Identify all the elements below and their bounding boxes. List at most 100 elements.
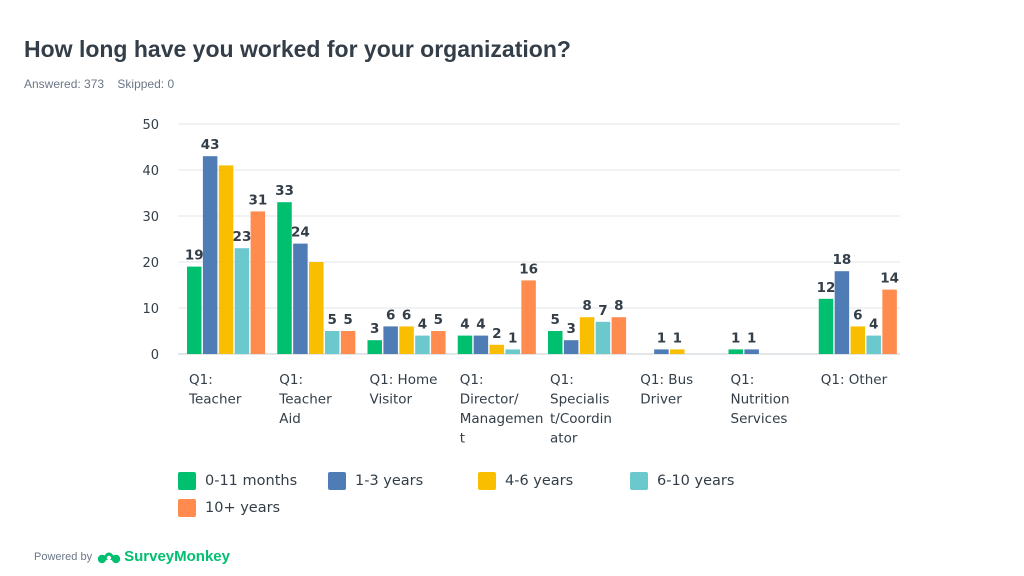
data-label: 5 [434,312,443,328]
y-tick-label: 30 [142,210,159,225]
data-label: 1 [673,330,682,346]
data-label: 12 [817,280,836,296]
bar-0-11-months: 0-11 months: 1 [728,349,743,354]
x-tick-label: Q1: Home Visitor [370,372,438,408]
x-tick-label: Q1: Teacher [188,372,242,408]
answered-count: Answered: 373 [24,77,105,91]
data-label: 5 [327,312,336,328]
data-label: 6 [853,307,862,323]
legend-item: 6-10 years [630,472,734,490]
data-label: 5 [551,312,560,328]
legend-item: 1-3 years [328,472,423,490]
legend-swatch [178,499,196,517]
bar-10-years: 10+ years: 5 [340,331,356,354]
data-label: 1 [731,330,740,346]
x-tick-label: Q1: Nutrition Services [731,372,790,427]
page-title: How long have you worked for your organi… [24,36,571,62]
footer: Powered by SurveyMonkey [34,548,230,565]
data-label: 4 [418,317,427,333]
bar-6-10-years: 6-10 years: 4 [415,335,430,354]
bar-10-years: 10+ years: 14 [882,289,897,354]
data-label: 6 [386,307,395,323]
data-label: 24 [291,225,310,241]
bar-4-6-years: 4-6 years: 2 [489,344,505,354]
bar-1-3-years: 1-3 years: 18 [834,271,850,354]
surveymonkey-brand-text: SurveyMonkey [124,548,230,565]
data-label: 18 [833,252,852,268]
legend-swatch [178,472,196,490]
y-tick-label: 50 [142,118,159,133]
legend-swatch [630,472,648,490]
bar-1-3-years: 1-3 years: 1 [654,349,669,354]
bar-6-10-years: 6-10 years: 4 [866,335,881,354]
data-label: 7 [598,303,607,319]
bar-0-11-months: 0-11 months: 3 [367,340,382,354]
data-label: 1 [747,330,756,346]
surveymonkey-logo-icon [97,552,121,563]
bar-6-10-years: 6-10 years: 5 [324,331,340,354]
bar-1-3-years: 1-3 years: 4 [473,335,489,354]
legend-label: 0-11 months [205,473,298,489]
powered-by-text: Powered by [34,550,93,563]
x-tick-label: Q1: Bus Driver [640,372,693,408]
data-label: 8 [614,298,623,314]
x-tick-label: Q1: Director/Managemen t [460,372,544,447]
bar-1-3-years: 1-3 years: 43 [202,156,218,354]
bar-0-11-months: 0-11 months: 12 [818,298,834,354]
bar-10-years: 10+ years: 8 [611,317,627,354]
data-label: 31 [248,192,267,208]
bar-1-3-years: 1-3 years: 3 [563,340,579,354]
data-label: 14 [880,271,899,287]
legend-swatch [478,472,496,490]
bar-4-6-years: 4-6 years: 6 [399,326,414,354]
bar-6-10-years: 6-10 years: 7 [595,321,611,354]
data-label: 5 [343,312,352,328]
legend-swatch [328,472,346,490]
x-tick-label: Q1: Other [821,372,888,388]
bar-4-6-years: 4-6 years: 41 [218,165,234,354]
surveymonkey-link[interactable]: SurveyMonkey [97,548,230,565]
data-label: 33 [275,183,294,199]
bar-4-6-years: 4-6 years: 8 [579,317,595,354]
data-label: 8 [582,298,591,314]
bar-0-11-months: 0-11 months: 5 [548,331,563,354]
y-tick-label: 0 [151,348,159,363]
bar-4-6-years: 4-6 years: 20 [309,262,324,354]
x-tick-label: Q1: Teacher Aid [278,372,332,427]
bar-0-11-months: 0-11 months: 4 [457,335,473,354]
data-label: 3 [370,321,379,337]
legend-label: 6-10 years [657,473,735,489]
y-tick-label: 20 [142,256,159,271]
data-label: 2 [492,326,501,342]
data-label: 4 [476,317,485,333]
data-label: 6 [402,307,411,323]
legend-item: 4-6 years [478,472,573,490]
data-label: 4 [460,317,469,333]
bar-6-10-years: 6-10 years: 23 [234,248,250,354]
bar-10-years: 10+ years: 5 [431,331,446,354]
bar-0-11-months: 0-11 months: 33 [277,202,292,354]
data-label: 4 [869,317,878,333]
bar-4-6-years: 4-6 years: 6 [850,326,866,354]
legend-label: 10+ years [205,500,281,516]
data-label: 1 [657,330,666,346]
y-tick-label: 40 [142,164,159,179]
y-tick-label: 10 [142,302,159,317]
bar-6-10-years: 6-10 years: 1 [505,349,520,354]
data-label: 23 [233,229,252,245]
data-label: 3 [566,321,575,337]
data-label: 43 [201,137,220,153]
bar-1-3-years: 1-3 years: 1 [744,349,759,354]
legend-label: 4-6 years [505,473,574,489]
legend-item: 10+ years [178,499,280,517]
bar-0-11-months: 0-11 months: 19 [187,266,202,354]
response-summary: Answered: 373 Skipped: 0 [24,77,184,91]
data-label: 1 [508,330,517,346]
data-label: 16 [519,261,538,277]
legend-label: 1-3 years [355,473,424,489]
bar-10-years: 10+ years: 16 [521,280,536,354]
bar-10-years: 10+ years: 31 [250,211,266,354]
skipped-count: Skipped: 0 [117,77,175,91]
bar-1-3-years: 1-3 years: 6 [383,326,398,354]
